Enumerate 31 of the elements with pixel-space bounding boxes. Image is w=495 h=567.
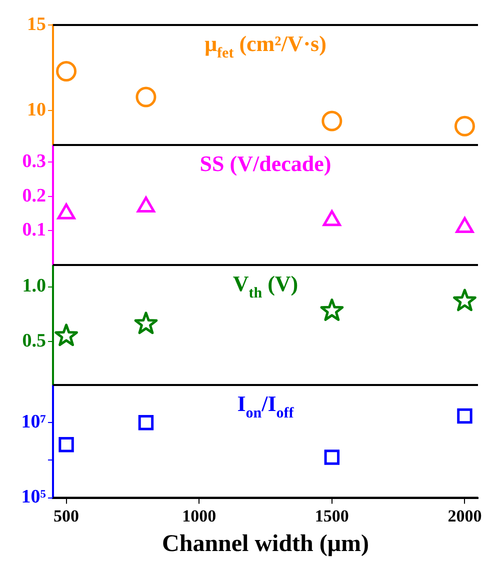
chart-title: SS (V/decade) [200,151,332,176]
y-tick-label: 0.5 [22,330,46,352]
point [136,196,156,212]
point [453,288,476,312]
x-tick-label: 1000 [182,506,216,526]
y-tick-label: 10⁷ [21,412,46,433]
point [457,408,472,424]
point [322,210,341,226]
y-tick-label: 10 [27,100,46,121]
y-tick-label: 10⁵ [21,486,46,508]
y-tick-label: 0.1 [22,220,46,241]
point [324,450,340,465]
point [57,203,76,220]
point [320,298,344,321]
point [456,217,474,234]
point [58,436,74,452]
x-tick-label: 2000 [448,506,482,526]
point [134,312,158,334]
point [54,324,78,346]
point [454,116,475,136]
x-axis-title: Channel width (μm) [162,530,369,557]
y-tick-label: 15 [27,14,46,35]
point [136,86,156,108]
y-tick-label: 0.3 [22,151,46,172]
point [138,414,154,430]
x-tick-label: 500 [54,506,80,526]
y-tick-label: 0.2 [22,185,46,206]
x-tick-label: 1500 [314,506,349,526]
y-tick-label: 1.0 [22,276,46,297]
point [322,110,342,132]
point [56,61,77,82]
